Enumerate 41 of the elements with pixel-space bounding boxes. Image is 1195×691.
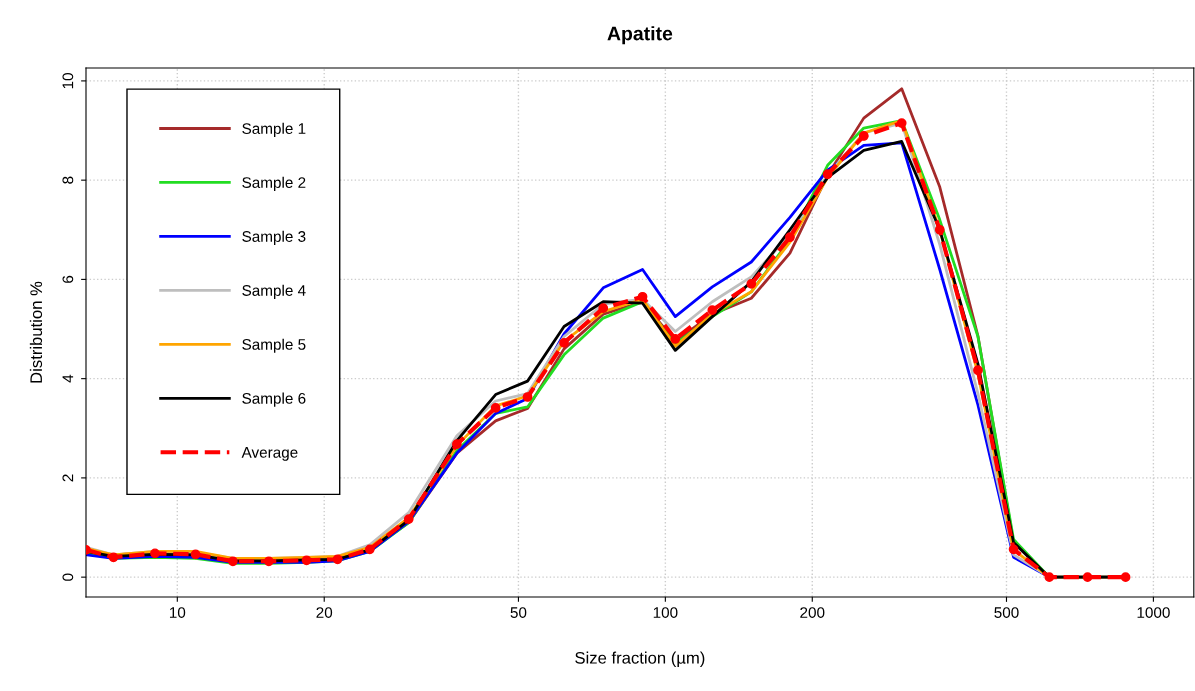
- x-tick-label: 50: [510, 607, 527, 618]
- point: [263, 556, 274, 567]
- point: [934, 224, 945, 235]
- x-axis-title: Size fraction (µm): [575, 651, 705, 668]
- point: [1008, 544, 1019, 555]
- point: [746, 279, 757, 289]
- point: [452, 439, 462, 450]
- point: [896, 118, 907, 128]
- legend-label: Sample 6: [242, 392, 306, 407]
- point: [1082, 572, 1093, 583]
- x-tick-label: 1000: [1137, 607, 1170, 618]
- y-tick-label: 8: [62, 176, 74, 184]
- legend-label: Sample 3: [242, 230, 306, 245]
- legend-label: Sample 4: [242, 284, 306, 299]
- point: [228, 556, 238, 567]
- legend-label: Sample 2: [242, 176, 306, 191]
- x-tick-label: 200: [800, 607, 825, 618]
- point: [190, 549, 201, 560]
- x-tick-label: 500: [994, 607, 1019, 618]
- y-tick-label: 0: [62, 573, 74, 581]
- point: [637, 291, 648, 302]
- point: [973, 365, 983, 376]
- x-tick-label: 20: [316, 607, 333, 618]
- x-tick-label: 10: [169, 607, 186, 618]
- legend-label: Sample 1: [242, 122, 306, 138]
- point: [822, 169, 833, 180]
- x-tick-label: 100: [653, 607, 678, 618]
- point: [301, 555, 312, 566]
- point: [785, 232, 795, 243]
- point: [1044, 572, 1055, 583]
- chart-title: Apatite: [607, 26, 673, 45]
- point: [858, 131, 869, 141]
- y-tick-label: 10: [62, 73, 74, 89]
- y-tick-label: 4: [62, 374, 74, 383]
- point: [1120, 572, 1131, 583]
- y-axis-title: Distribution %: [29, 281, 43, 383]
- point: [598, 303, 609, 314]
- y-tick-label: 2: [62, 474, 74, 482]
- legend-label: Sample 5: [242, 338, 306, 353]
- y-tick-label: 6: [62, 275, 74, 283]
- legend-label: Average: [241, 447, 298, 461]
